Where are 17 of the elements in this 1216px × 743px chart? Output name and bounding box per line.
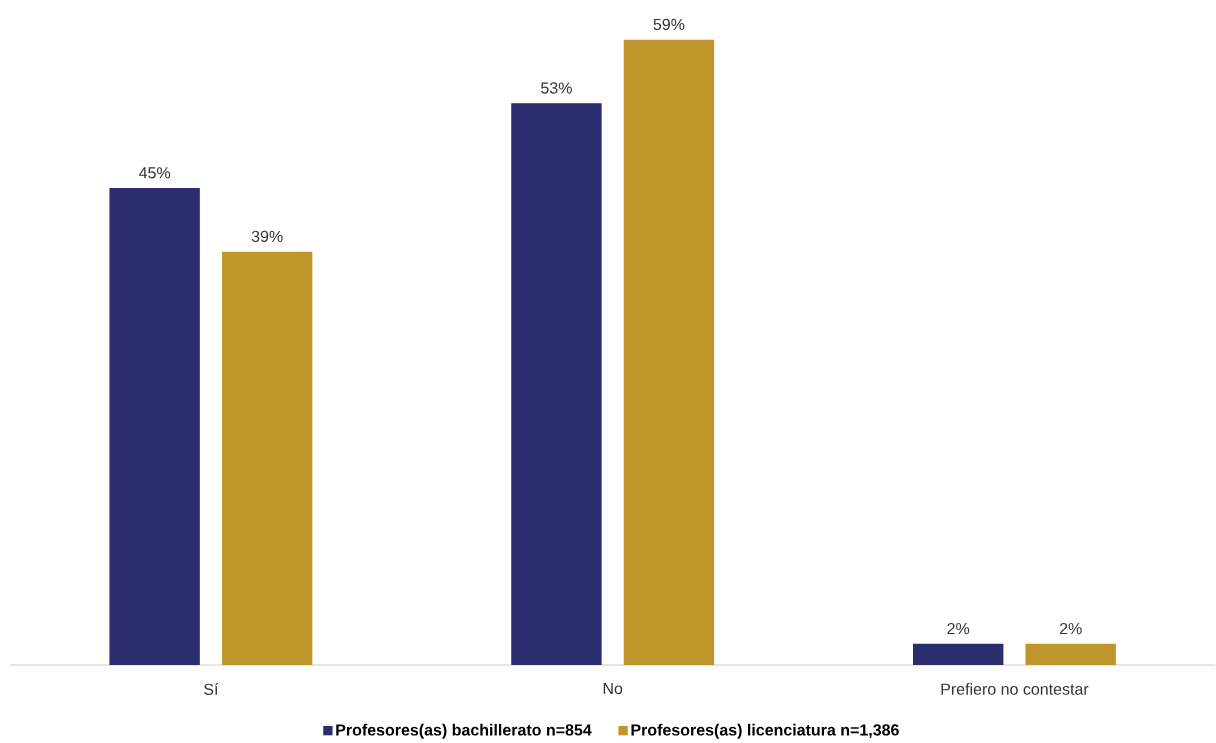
data-label: 59% xyxy=(653,18,685,31)
bar xyxy=(221,251,313,666)
x-tick-label: No xyxy=(603,683,623,695)
x-tick-label: Sí xyxy=(204,683,219,696)
bar xyxy=(1025,643,1116,666)
data-label: 2% xyxy=(947,623,970,635)
bar xyxy=(913,643,1004,666)
data-label: 39% xyxy=(251,230,283,243)
bar xyxy=(511,103,602,666)
x-tick-label: Prefiero no contestar xyxy=(941,683,1089,695)
data-label: 2% xyxy=(1059,623,1082,635)
legend-label: Profesores(as) bachillerato n=854 xyxy=(336,723,592,739)
data-label: 45% xyxy=(139,167,171,179)
legend-label: Profesores(as) licenciatura n=1,386 xyxy=(631,723,899,739)
data-label: 53% xyxy=(541,82,572,94)
bar xyxy=(109,188,200,666)
bar xyxy=(623,39,715,666)
